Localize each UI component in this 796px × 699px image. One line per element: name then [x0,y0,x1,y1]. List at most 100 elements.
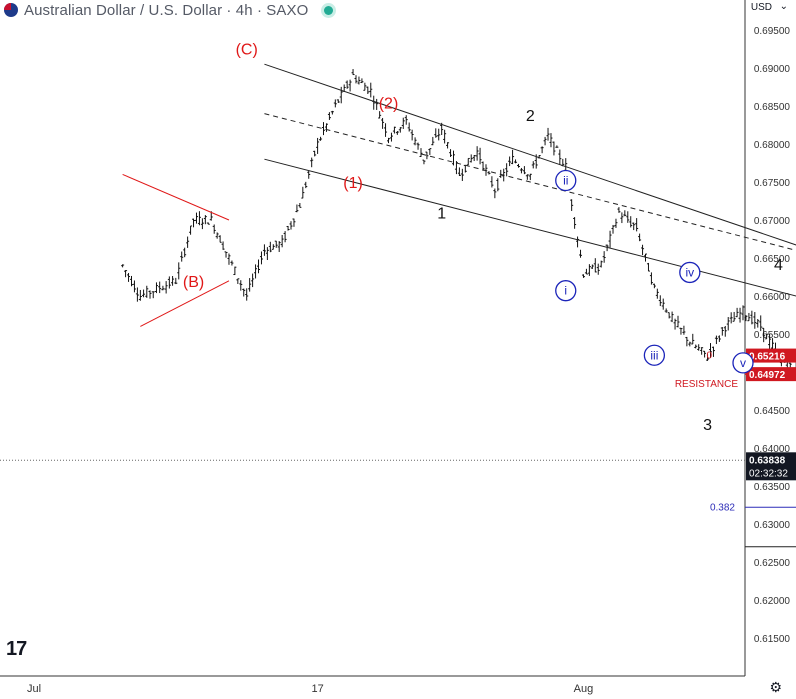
candle [706,354,710,361]
candle [313,150,317,157]
candle [369,82,373,98]
candle [443,129,447,144]
candle [360,78,364,84]
candle [251,273,255,288]
candle [493,188,497,199]
candle [581,274,585,278]
wave-label: 1 [437,205,446,222]
y-tick-label: 0.66000 [754,292,791,303]
candle [741,305,745,321]
candle [732,311,736,322]
candle [319,136,323,141]
candle [614,218,618,228]
candle [437,128,441,141]
wave-label-circle [555,280,577,302]
candle [257,259,261,274]
candle [129,275,133,287]
candle [670,311,674,323]
candle [401,117,405,129]
candle [192,218,196,228]
chevron-down-icon[interactable]: ⌄ [779,1,788,12]
trendline-b-triangle-upper [122,173,230,221]
level-price-tag [746,367,796,382]
candle [336,99,340,103]
candle [277,241,281,253]
candle [327,112,331,120]
candle [410,129,414,141]
candle [756,319,760,328]
candle [203,215,207,225]
y-tick-label: 0.67500 [754,178,791,189]
candle [508,156,512,167]
wave-label: (B) [183,274,204,291]
candle [262,244,266,256]
candle [138,289,142,301]
wave-label: (C) [236,41,258,58]
candle [354,75,358,84]
currency-selector[interactable]: USD [750,2,772,13]
y-tick-label: 0.63500 [754,482,791,493]
candle [576,236,580,248]
gear-icon[interactable]: ⚙ [769,679,782,695]
candle [259,251,263,265]
level-price-label: 0.64972 [749,370,786,381]
y-tick-label: 0.68000 [754,140,791,151]
candle [700,347,704,355]
candle [197,211,201,226]
candle [248,278,252,292]
candle [245,288,249,301]
candle [407,122,411,132]
level-tag: RESISTANCE [675,379,738,390]
candle [271,244,275,250]
candle [596,263,600,275]
candle [233,266,237,276]
candle [638,233,642,242]
candle [449,149,453,157]
candle [478,147,482,165]
candle [626,211,630,223]
candle [646,262,650,272]
y-tick-label: 0.68500 [754,102,791,113]
candle [747,312,751,322]
candle [221,241,225,250]
y-tick-label: 0.69000 [754,64,791,75]
candle [703,350,707,358]
candle [499,169,503,178]
candle [164,281,168,294]
y-tick-label: 0.65500 [754,330,791,341]
candle [289,221,293,230]
candle [316,137,320,154]
candle [688,341,692,347]
y-tick-label: 0.69500 [754,26,791,37]
x-tick-label: 17 [311,683,323,695]
candle [617,207,621,213]
candle [632,222,636,231]
candle [151,291,155,299]
candle [602,251,606,263]
candle [268,241,272,253]
candle [132,280,136,293]
y-tick-label: 0.66500 [754,254,791,265]
wave-label-circle [643,344,666,366]
candle [579,249,583,258]
candle [177,262,181,280]
candle [333,99,337,108]
candle [685,336,689,347]
candle [720,327,724,336]
candle [623,210,627,217]
candle [330,110,334,115]
candle [676,315,680,328]
candle [227,253,231,265]
candle [121,264,125,268]
candle [148,290,152,299]
candle [372,95,376,110]
y-tick-label: 0.62500 [754,558,791,569]
candle [744,315,748,322]
candle [460,168,464,181]
candle [714,335,718,345]
candle [768,333,772,350]
candle [212,224,216,234]
candle [215,232,219,239]
candle [487,171,491,175]
